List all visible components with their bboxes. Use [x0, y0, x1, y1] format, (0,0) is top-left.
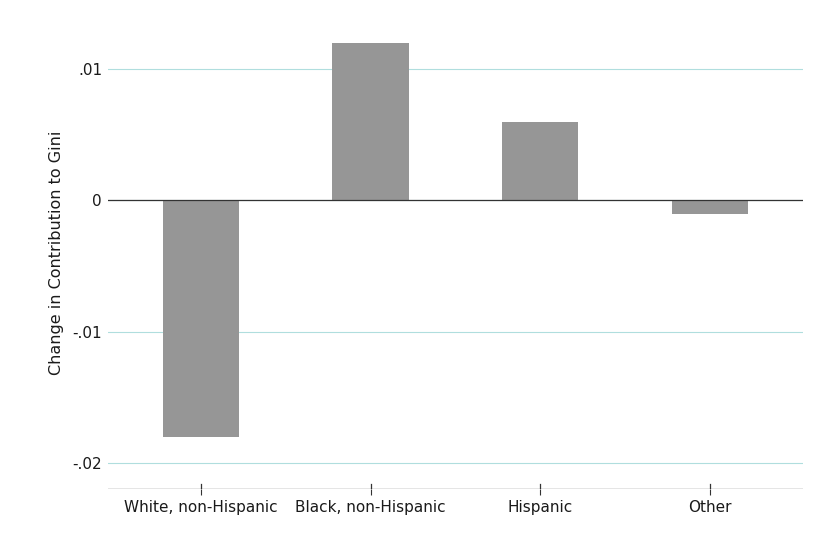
Bar: [671, 201, 747, 214]
Bar: [332, 43, 409, 201]
Bar: [163, 201, 239, 437]
Y-axis label: Change in Contribution to Gini: Change in Contribution to Gini: [49, 131, 64, 375]
Bar: [501, 122, 578, 201]
